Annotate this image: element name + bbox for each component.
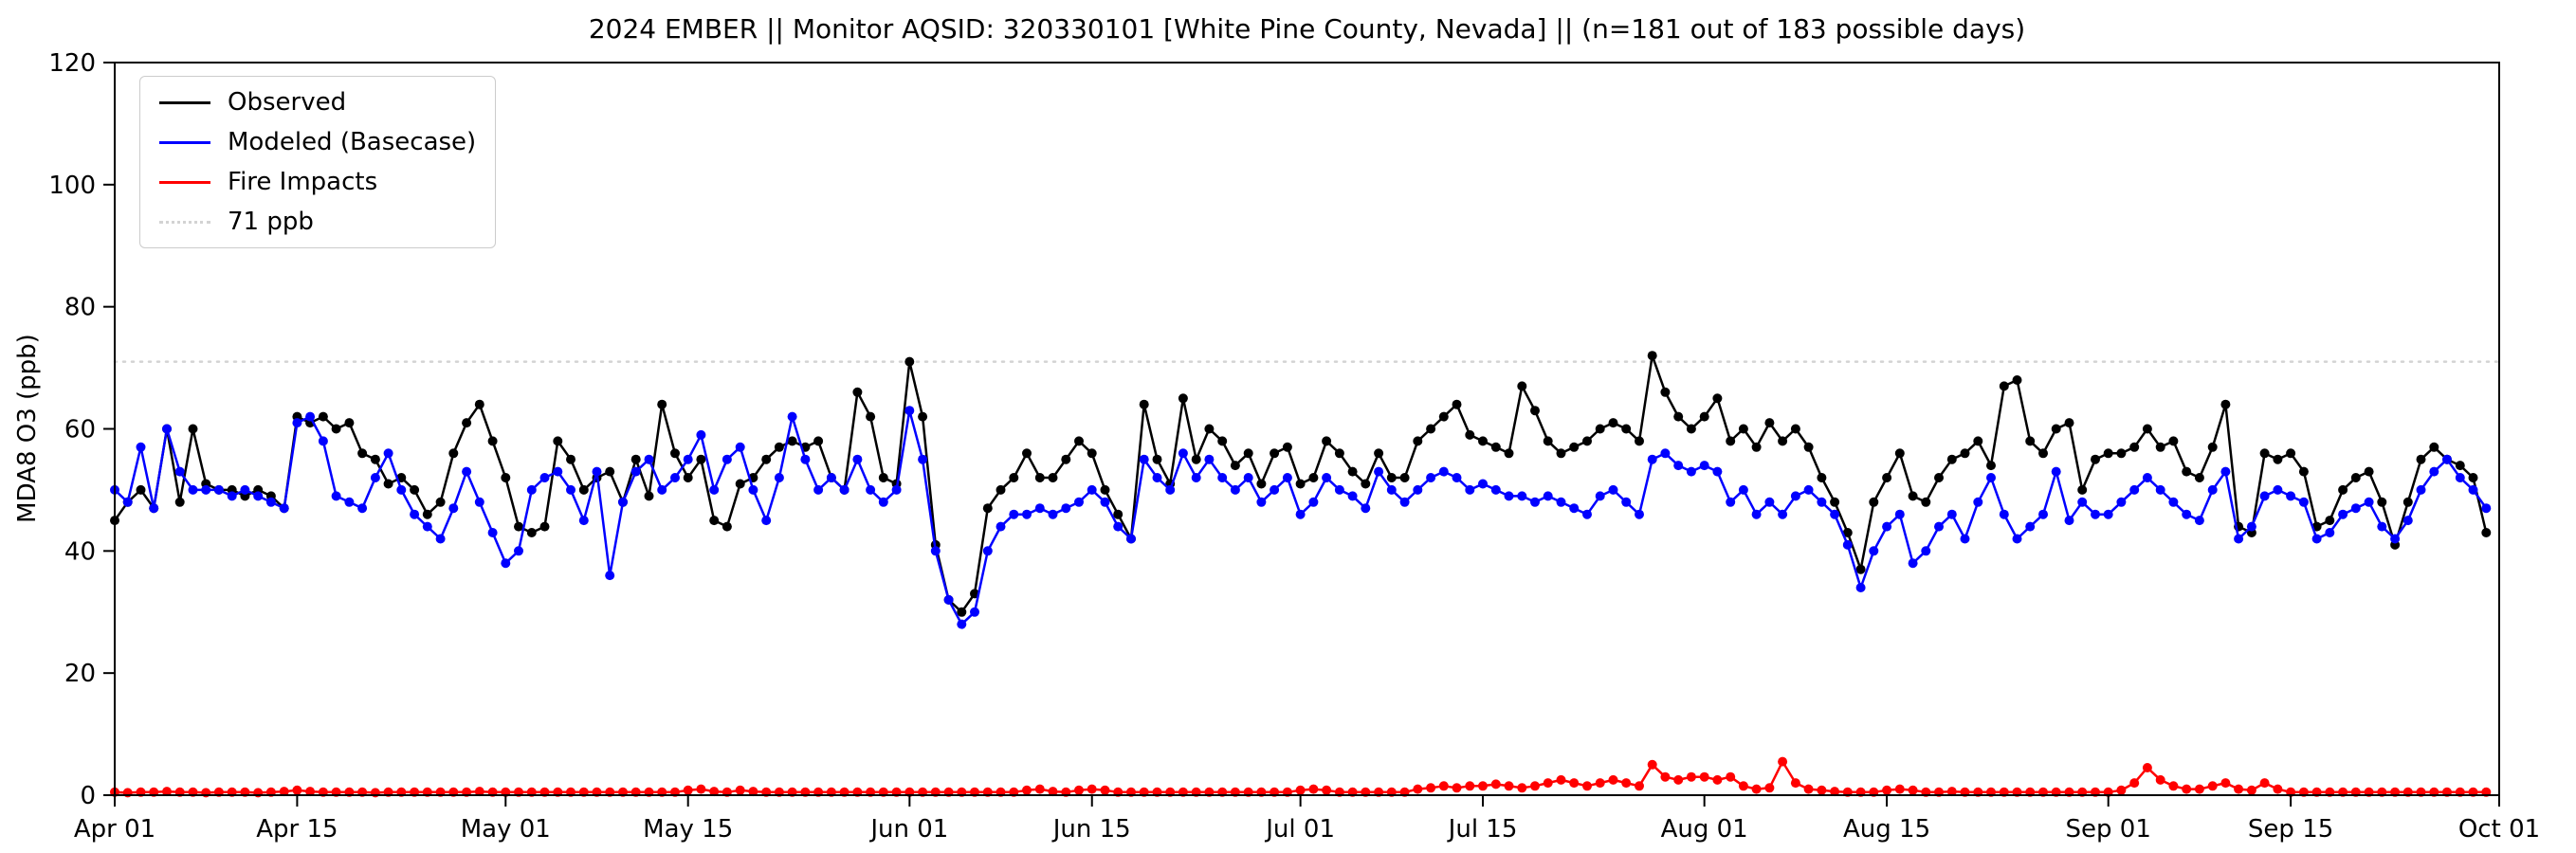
svg-text:Aug 01: Aug 01: [1661, 815, 1748, 844]
svg-text:Aug 15: Aug 15: [1843, 815, 1930, 844]
svg-text:May 01: May 01: [461, 815, 551, 844]
legend-item-modeled: Modeled (Basecase): [159, 128, 476, 156]
legend-item-fire: Fire Impacts: [159, 168, 476, 196]
svg-text:May 15: May 15: [643, 815, 733, 844]
fire-line-swatch: [159, 180, 210, 184]
svg-text:40: 40: [64, 537, 96, 566]
chart-title: 2024 EMBER || Monitor AQSID: 320330101 […: [588, 13, 2026, 45]
svg-text:60: 60: [64, 416, 96, 445]
legend: Observed Modeled (Basecase) Fire Impacts…: [139, 76, 497, 248]
svg-text:Apr 15: Apr 15: [256, 815, 338, 844]
legend-item-observed: Observed: [159, 88, 476, 117]
svg-text:Jul 15: Jul 15: [1447, 815, 1518, 844]
legend-label-fire: Fire Impacts: [228, 168, 378, 196]
svg-text:120: 120: [48, 49, 96, 78]
observed-line-swatch: [159, 100, 210, 104]
legend-label-observed: Observed: [228, 88, 347, 117]
svg-text:Sep 15: Sep 15: [2248, 815, 2333, 844]
legend-item-threshold: 71 ppb: [159, 208, 476, 236]
legend-label-threshold: 71 ppb: [228, 208, 314, 236]
svg-text:80: 80: [64, 294, 96, 322]
svg-text:100: 100: [48, 172, 96, 200]
svg-text:Sep 01: Sep 01: [2066, 815, 2151, 844]
svg-text:0: 0: [80, 782, 96, 810]
svg-text:Jun 15: Jun 15: [1051, 815, 1131, 844]
threshold-line-swatch: [159, 220, 210, 224]
svg-text:Apr 01: Apr 01: [74, 815, 155, 844]
legend-label-modeled: Modeled (Basecase): [228, 128, 477, 156]
modeled-line-swatch: [159, 140, 210, 144]
svg-text:20: 20: [64, 660, 96, 688]
svg-text:Oct 01: Oct 01: [2458, 815, 2540, 844]
svg-text:Jul 01: Jul 01: [1264, 815, 1335, 844]
svg-text:Jun 01: Jun 01: [868, 815, 948, 844]
